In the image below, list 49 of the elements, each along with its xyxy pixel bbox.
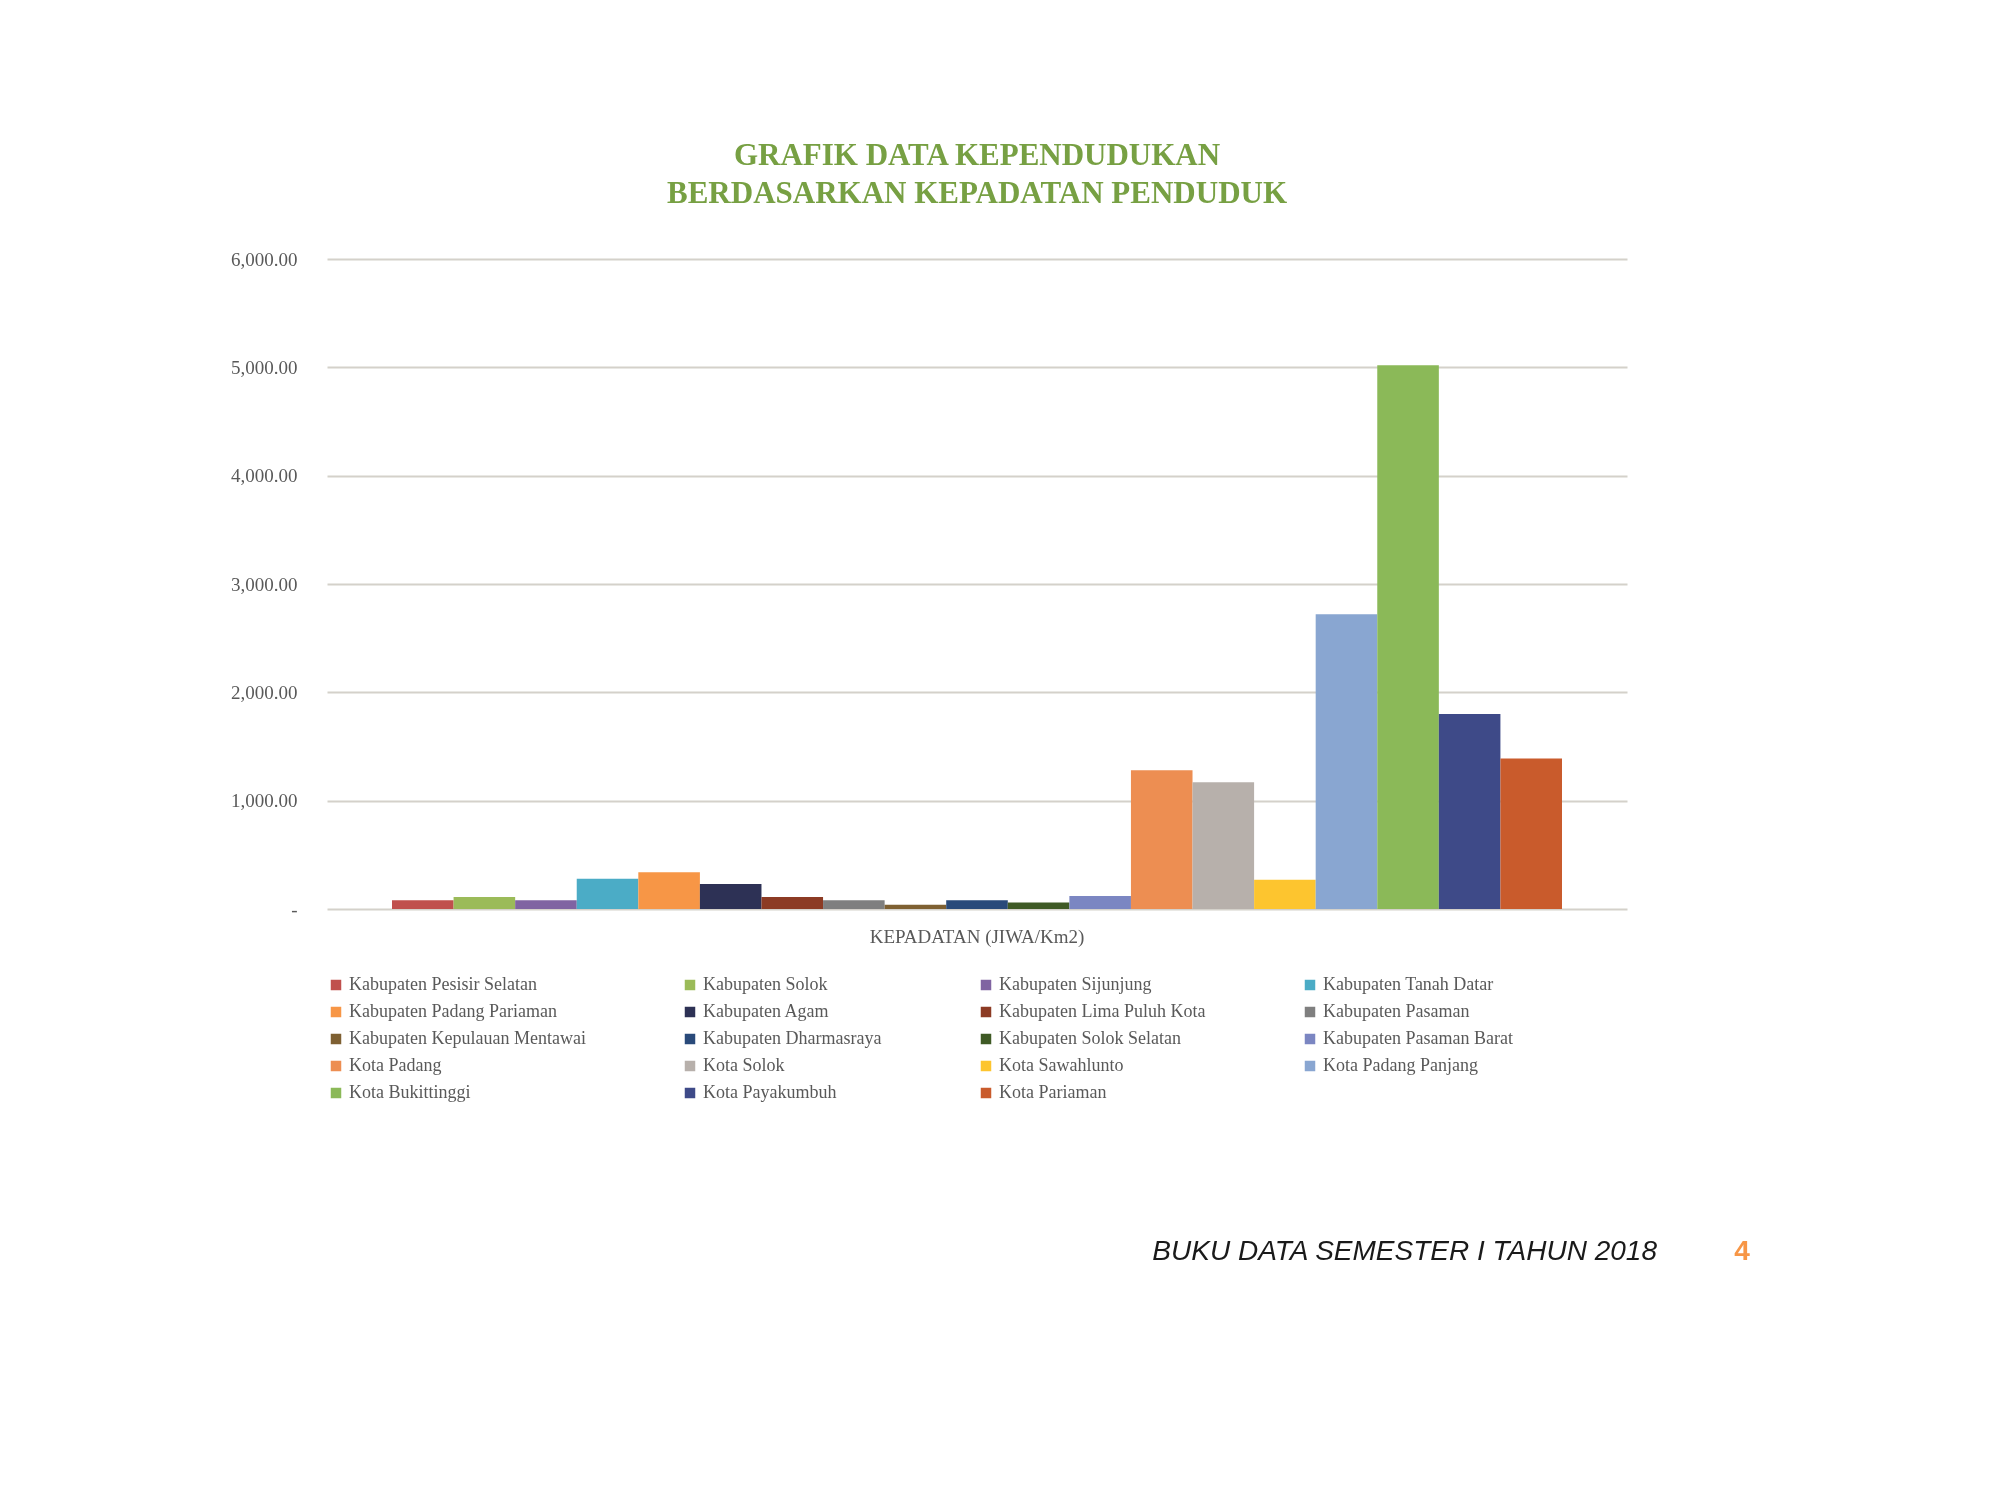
- bar: [1069, 896, 1131, 909]
- bar: [946, 900, 1008, 909]
- legend-label: Kota Padang: [349, 1055, 442, 1075]
- text: BUKU DATA SEMESTER I TAHUN 2018: [1152, 1235, 1658, 1266]
- y-tick-label: 4,000.00: [231, 465, 298, 487]
- legend-label: Kota Payakumbuh: [703, 1082, 837, 1102]
- legend-label: Kota Pariaman: [999, 1082, 1107, 1102]
- legend-label: Kota Padang Panjang: [1323, 1055, 1478, 1075]
- chart-title: GRAFIK DATA KEPENDUDUKAN BERDASARKAN KEPADATAN PENDUDUK: [666, 137, 1288, 210]
- text: 4: [1734, 1235, 1751, 1266]
- bar: [699, 884, 762, 909]
- legend-label: Kabupaten Sijunjung: [999, 974, 1152, 994]
- legend-label: Kota Sawahlunto: [999, 1055, 1124, 1075]
- bar: [823, 900, 885, 909]
- legend-label: Kabupaten Tanah Datar: [1323, 974, 1494, 994]
- bar: [576, 878, 639, 909]
- bar: [1377, 365, 1439, 909]
- y-tick-label: 5,000.00: [231, 356, 298, 378]
- legend-label: Kabupaten Agam: [703, 1001, 829, 1021]
- y-tick-label: 2,000.00: [231, 681, 298, 703]
- legend-label: Kabupaten Solok Selatan: [999, 1028, 1181, 1048]
- bar: [392, 900, 454, 909]
- legend-label: Kabupaten Pasaman Barat: [1323, 1028, 1513, 1048]
- bar: [515, 900, 577, 909]
- x-tick-label: KEPADATAN (JIWA/Km2): [869, 925, 1085, 948]
- legend-label: Kabupaten Pesisir Selatan: [349, 974, 537, 994]
- bar: [1007, 902, 1070, 909]
- bar: [1315, 614, 1378, 909]
- bar: [1254, 879, 1316, 909]
- legend-label: Kabupaten Lima Puluh Kota: [999, 1001, 1206, 1021]
- legend-label: Kabupaten Pasaman: [1323, 1001, 1470, 1021]
- bar: [453, 897, 516, 909]
- legend-label: Kota Bukittinggi: [349, 1082, 471, 1102]
- y-tick-label: 6,000.00: [231, 248, 298, 270]
- legend-label: Kabupaten Dharmasraya: [703, 1028, 882, 1048]
- bar: [1130, 770, 1193, 909]
- y-tick-label: 3,000.00: [231, 573, 298, 595]
- bar: [884, 904, 947, 909]
- y-tick-label: 1,000.00: [231, 790, 298, 812]
- legend-label: Kabupaten Kepulauan Mentawai: [349, 1028, 586, 1048]
- bar: [1192, 782, 1255, 909]
- legend-label: Kabupaten Padang Pariaman: [349, 1001, 557, 1021]
- bar: [761, 897, 824, 909]
- legend-label: Kota Solok: [703, 1055, 785, 1075]
- bar: [1500, 758, 1562, 909]
- legend-label: Kabupaten Solok: [703, 974, 828, 994]
- bar: [638, 872, 700, 909]
- y-tick-label: -: [291, 898, 298, 920]
- bar: [1438, 714, 1501, 909]
